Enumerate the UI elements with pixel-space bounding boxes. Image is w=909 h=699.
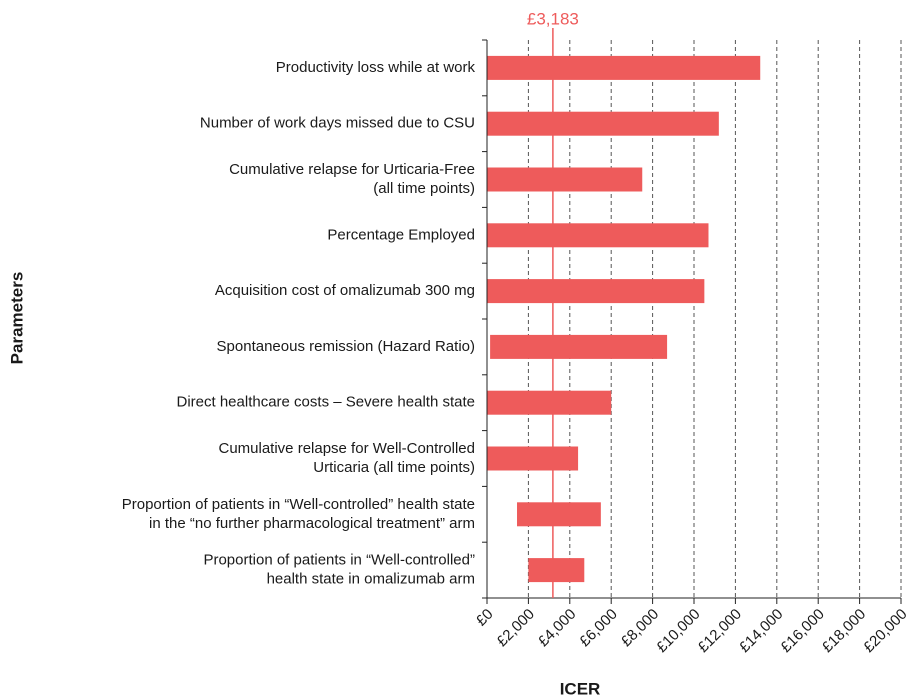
bar [487,223,709,248]
bar [487,167,643,192]
x-tick-label: £20,000 [860,606,909,656]
x-axis-title: ICER [560,679,601,698]
x-tick-label: £18,000 [819,606,869,656]
y-tick-label: Cumulative relapse for Urticaria-Free (al… [229,161,475,197]
y-tick-label-line: Productivity loss while at work [276,59,476,76]
bar [487,55,761,80]
x-tick-label: £10,000 [653,606,703,656]
y-tick-label: Number of work days missed due to CSU [200,115,475,132]
y-tick-label: Productivity loss while at work [276,59,476,76]
bar [487,390,612,415]
bar [517,502,601,527]
bar [528,558,585,583]
y-tick-label: Proportion of patients in “Well-controll… [122,496,475,532]
x-tick-label: £4,000 [535,606,579,650]
y-tick-label-line: Direct healthcare costs – Severe health … [177,394,476,411]
y-axis-title: Parameters [7,272,26,365]
x-tick-label: £6,000 [576,606,620,650]
y-tick-label-line: (all time points) [373,180,475,197]
bar [487,111,719,136]
x-tick-label: £16,000 [777,606,827,656]
y-tick-label-line: health state in omalizumab arm [267,571,475,588]
bar [487,446,579,471]
y-tick-label-line: Urticaria (all time points) [313,459,475,476]
y-tick-label-line: Proportion of patients in “Well-controll… [122,496,475,513]
y-tick-label: Cumulative relapse for Well-Controlled Ur… [219,440,476,476]
y-tick-label-line: Number of work days missed due to CSU [200,115,475,132]
x-tick-label: £0 [473,606,497,630]
bar [490,334,668,359]
y-tick-label: Proportion of patients in “Well-controll… [203,552,475,588]
y-tick-label: Acquisition cost of omalizumab 300 mg [215,282,475,299]
x-tick-label: £14,000 [736,606,786,656]
y-tick-label-line: Cumulative relapse for Well-Controlled [219,440,476,457]
y-tick-label-line: Spontaneous remission (Hazard Ratio) [217,338,475,355]
reference-label: £3,183 [527,9,579,28]
y-tick-label-line: Cumulative relapse for Urticaria-Free [229,161,475,178]
x-tick-label: £2,000 [494,606,538,650]
bar [487,279,705,304]
y-tick-label: Spontaneous remission (Hazard Ratio) [217,338,475,355]
y-tick-label: Percentage Employed [327,226,475,243]
y-tick-label-line: in the “no further pharmacological treat… [149,515,475,532]
y-tick-label-line: Acquisition cost of omalizumab 300 mg [215,282,475,299]
y-tick-label-line: Proportion of patients in “Well-controll… [203,552,475,569]
y-tick-label: Direct healthcare costs – Severe health … [177,394,476,411]
x-tick-label: £12,000 [695,606,745,656]
y-tick-label-line: Percentage Employed [327,226,475,243]
